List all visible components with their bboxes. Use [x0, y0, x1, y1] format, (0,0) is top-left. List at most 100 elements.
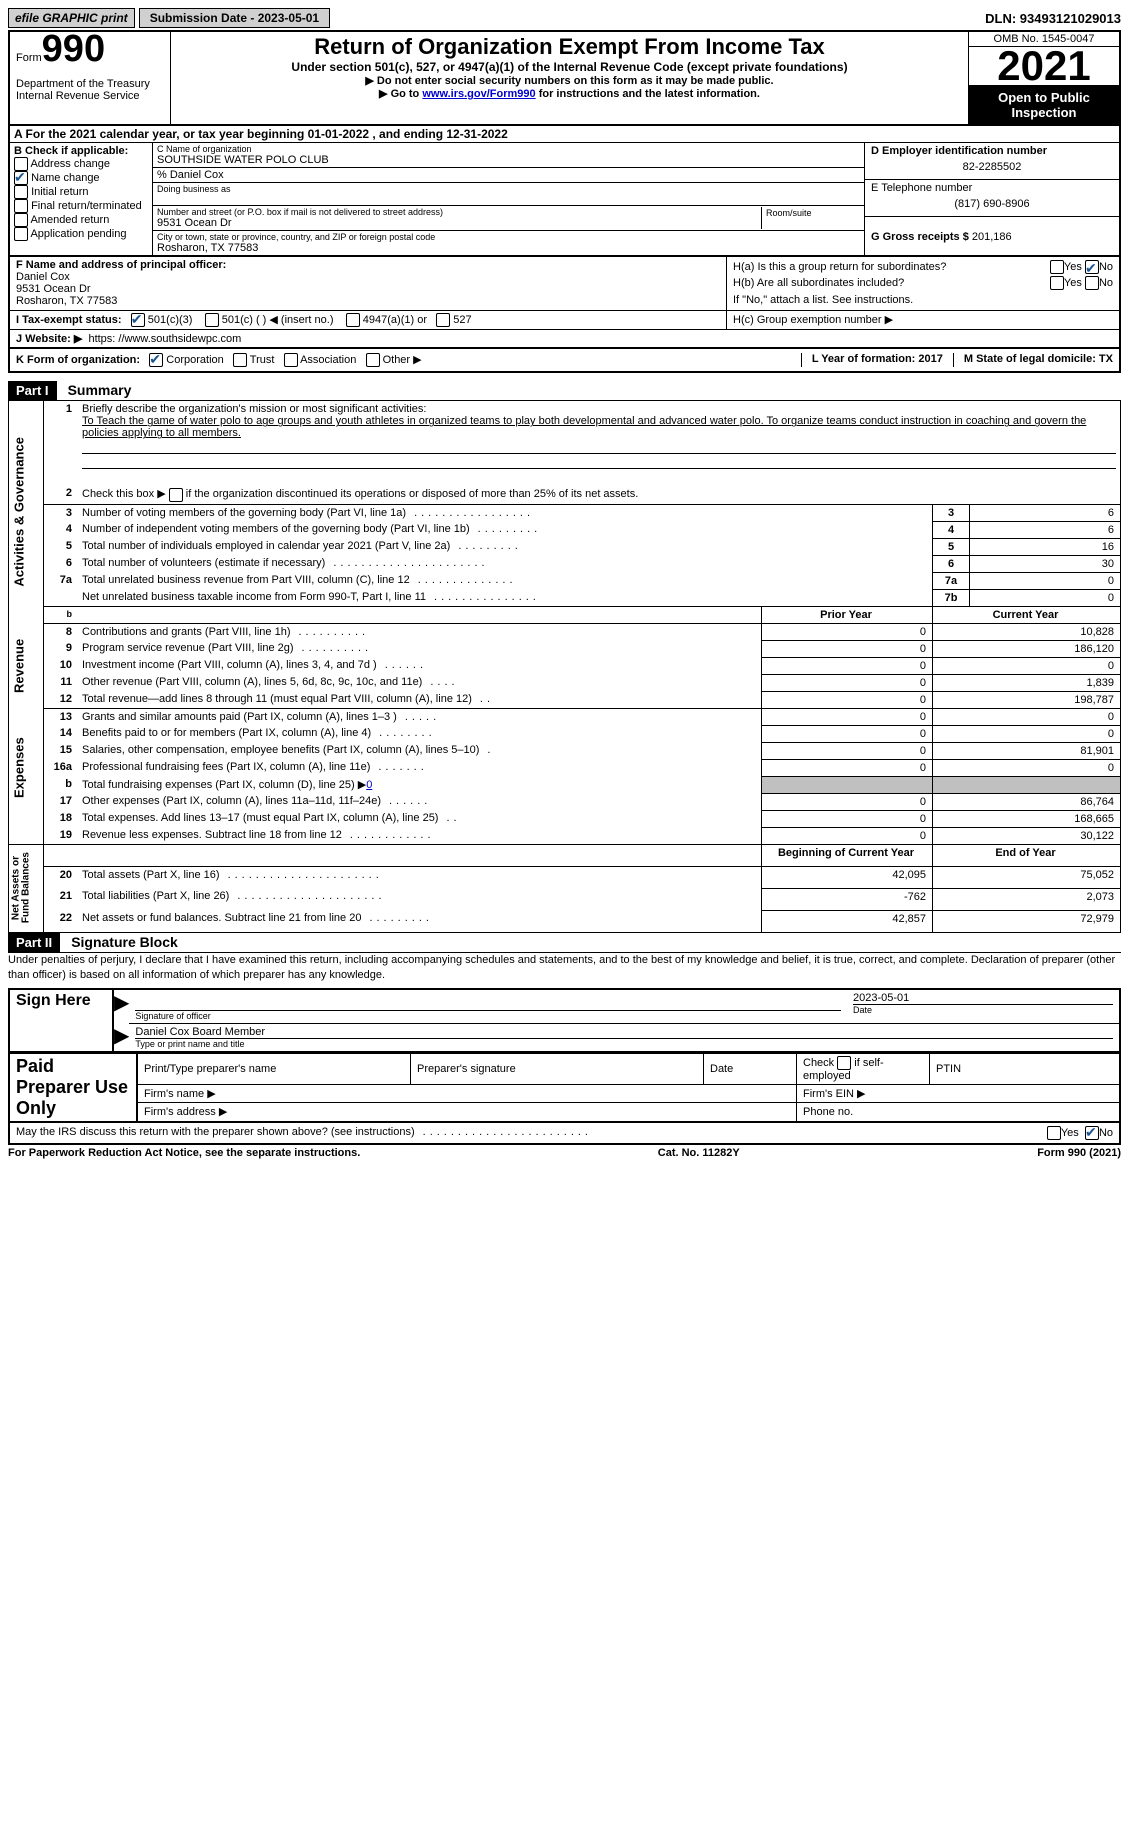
check-address-change[interactable]: Address change	[14, 157, 148, 171]
instr-1: ▶ Do not enter social security numbers o…	[179, 74, 960, 87]
self-employed-check[interactable]	[837, 1056, 851, 1070]
form-subtitle: Under section 501(c), 527, or 4947(a)(1)…	[179, 60, 960, 74]
dept-label: Department of the TreasuryInternal Reven…	[16, 78, 164, 102]
discuss-no[interactable]	[1085, 1126, 1099, 1140]
row-k-form-org: K Form of organization: Corporation Trus…	[8, 349, 1121, 373]
col-b-checkboxes: B Check if applicable: Address change Na…	[10, 143, 152, 255]
status-527[interactable]	[436, 313, 450, 327]
line-19-prior: 0	[762, 827, 933, 844]
ein-value: 82-2285502	[871, 157, 1113, 177]
declaration-text: Under penalties of perjury, I declare th…	[8, 953, 1121, 984]
row-a-tax-year: A For the 2021 calendar year, or tax yea…	[8, 126, 1121, 142]
line-8-desc: Contributions and grants (Part VIII, lin…	[82, 626, 291, 638]
line-17-num: 17	[44, 793, 79, 810]
line-21-desc: Total liabilities (Part X, line 26)	[82, 890, 229, 902]
submission-date-button[interactable]: Submission Date - 2023-05-01	[139, 8, 330, 28]
sign-here-table: Sign Here ▶ Signature of officer 2023-05…	[8, 988, 1121, 1053]
line-6-num: 6	[44, 555, 79, 572]
tel-value: (817) 690-8906	[871, 194, 1113, 214]
line-10-curr: 0	[933, 657, 1121, 674]
addr-label: Number and street (or P.O. box if mail i…	[157, 207, 761, 217]
firm-addr-label: Firm's address ▶	[137, 1103, 797, 1122]
status-4947[interactable]	[346, 313, 360, 327]
check-initial-return[interactable]: Initial return	[14, 185, 148, 199]
summary-table: Activities & Governance 1 Briefly descri…	[8, 401, 1121, 932]
gross-label: G Gross receipts $	[871, 231, 969, 243]
ein-label: D Employer identification number	[871, 145, 1113, 157]
line-4-num: 4	[44, 521, 79, 538]
ha-no[interactable]	[1085, 260, 1099, 274]
check-final-return[interactable]: Final return/terminated	[14, 199, 148, 213]
line-17-desc: Other expenses (Part IX, column (A), lin…	[82, 795, 381, 807]
line-14-desc: Benefits paid to or for members (Part IX…	[82, 727, 371, 739]
line-18-num: 18	[44, 810, 79, 827]
line-13-num: 13	[44, 708, 79, 725]
line-15-num: 15	[44, 742, 79, 759]
firm-ein-label: Firm's EIN ▶	[797, 1084, 1121, 1102]
sign-here-label: Sign Here	[9, 989, 113, 1052]
line-19-curr: 30,122	[933, 827, 1121, 844]
line-9-desc: Program service revenue (Part VIII, line…	[82, 642, 294, 654]
ha-yes[interactable]	[1050, 260, 1064, 274]
line-10-prior: 0	[762, 657, 933, 674]
hb-no[interactable]	[1085, 276, 1099, 290]
line-21-num: 21	[44, 888, 79, 910]
vert-netassets: Net Assets orFund Balances	[9, 844, 44, 932]
open-to-public: Open to Public Inspection	[969, 86, 1119, 124]
line-22-prior: 42,857	[762, 910, 933, 932]
line-5-num: 5	[44, 538, 79, 555]
line-15-desc: Salaries, other compensation, employee b…	[82, 744, 479, 756]
line-7a-box: 7a	[933, 572, 970, 589]
line-16b-desc: Total fundraising expenses (Part IX, col…	[78, 776, 762, 793]
line-6-desc: Total number of volunteers (estimate if …	[82, 557, 325, 569]
line-2-check[interactable]	[169, 488, 183, 502]
phone-label: Phone no.	[797, 1103, 1121, 1122]
header-right: OMB No. 1545-0047 2021 Open to Public In…	[968, 32, 1119, 124]
check-amended-return[interactable]: Amended return	[14, 213, 148, 227]
part1-header: Part I	[8, 381, 57, 400]
line-16a-num: 16a	[44, 759, 79, 776]
line-9-num: 9	[44, 640, 79, 657]
line-11-desc: Other revenue (Part VIII, column (A), li…	[82, 676, 422, 688]
discuss-yes[interactable]	[1047, 1126, 1061, 1140]
line-5-box: 5	[933, 538, 970, 555]
part1-bar: Part I Summary	[8, 381, 1121, 401]
hb-yes[interactable]	[1050, 276, 1064, 290]
footer-left: For Paperwork Reduction Act Notice, see …	[8, 1147, 360, 1159]
line-17-curr: 86,764	[933, 793, 1121, 810]
line-18-prior: 0	[762, 810, 933, 827]
status-501c[interactable]	[205, 313, 219, 327]
line-18-curr: 168,665	[933, 810, 1121, 827]
part2-title: Signature Block	[63, 934, 178, 950]
check-application-pending[interactable]: Application pending	[14, 227, 148, 241]
entity-info-box: B Check if applicable: Address change Na…	[8, 142, 1121, 257]
footer-right: Form 990 (2021)	[1037, 1147, 1121, 1159]
org-corporation[interactable]	[149, 353, 163, 367]
line-7a-num: 7a	[44, 572, 79, 589]
line-22-desc: Net assets or fund balances. Subtract li…	[82, 912, 361, 924]
org-name-label: C Name of organization	[157, 144, 860, 154]
line-7b-num	[44, 589, 79, 606]
officer-status-box: F Name and address of principal officer:…	[8, 257, 1121, 350]
ptin-label: PTIN	[930, 1053, 1121, 1084]
status-501c3[interactable]	[131, 313, 145, 327]
page-footer: For Paperwork Reduction Act Notice, see …	[8, 1147, 1121, 1159]
arrow-icon: ▶	[113, 989, 129, 1024]
line-13-curr: 0	[933, 708, 1121, 725]
line-12-prior: 0	[762, 691, 933, 708]
efile-print-button[interactable]: efile GRAPHIC print	[8, 8, 135, 28]
line-5-desc: Total number of individuals employed in …	[82, 540, 450, 552]
org-trust[interactable]	[233, 353, 247, 367]
sig-date-value: 2023-05-01	[853, 992, 1113, 1004]
irs-link[interactable]: www.irs.gov/Form990	[422, 88, 535, 100]
check-name-change[interactable]: Name change	[14, 171, 148, 185]
city-state-zip: Rosharon, TX 77583	[157, 242, 860, 254]
room-suite-label: Room/suite	[762, 207, 860, 229]
line-16a-curr: 0	[933, 759, 1121, 776]
org-other[interactable]	[366, 353, 380, 367]
line-8-prior: 0	[762, 623, 933, 640]
org-association[interactable]	[284, 353, 298, 367]
prep-name-label: Print/Type preparer's name	[137, 1053, 411, 1084]
state-domicile: M State of legal domicile: TX	[953, 353, 1113, 367]
line-20-num: 20	[44, 866, 79, 888]
